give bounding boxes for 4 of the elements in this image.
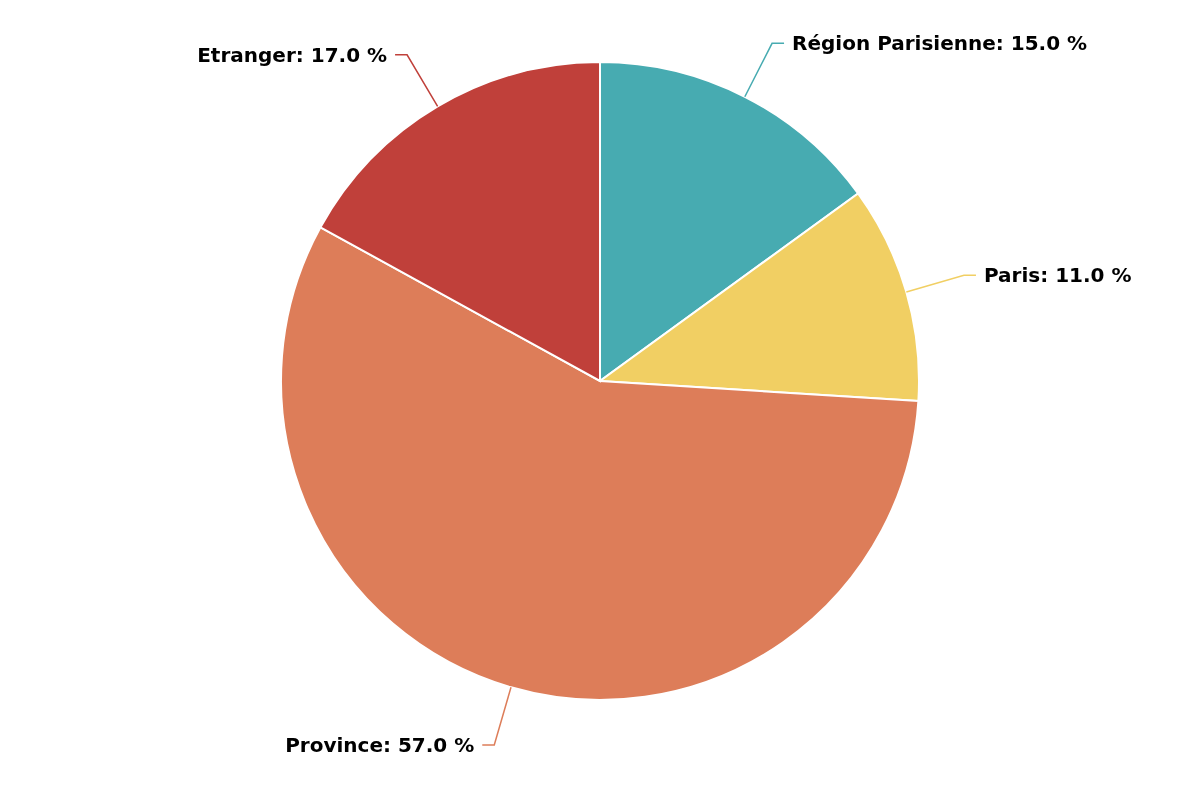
slice-label: Région Parisienne: 15.0 %	[792, 31, 1088, 56]
slice-label: Etranger: 17.0 %	[197, 42, 388, 67]
slice-label: Province: 57.0 %	[285, 732, 475, 757]
slice-label: Paris: 11.0 %	[983, 263, 1132, 288]
